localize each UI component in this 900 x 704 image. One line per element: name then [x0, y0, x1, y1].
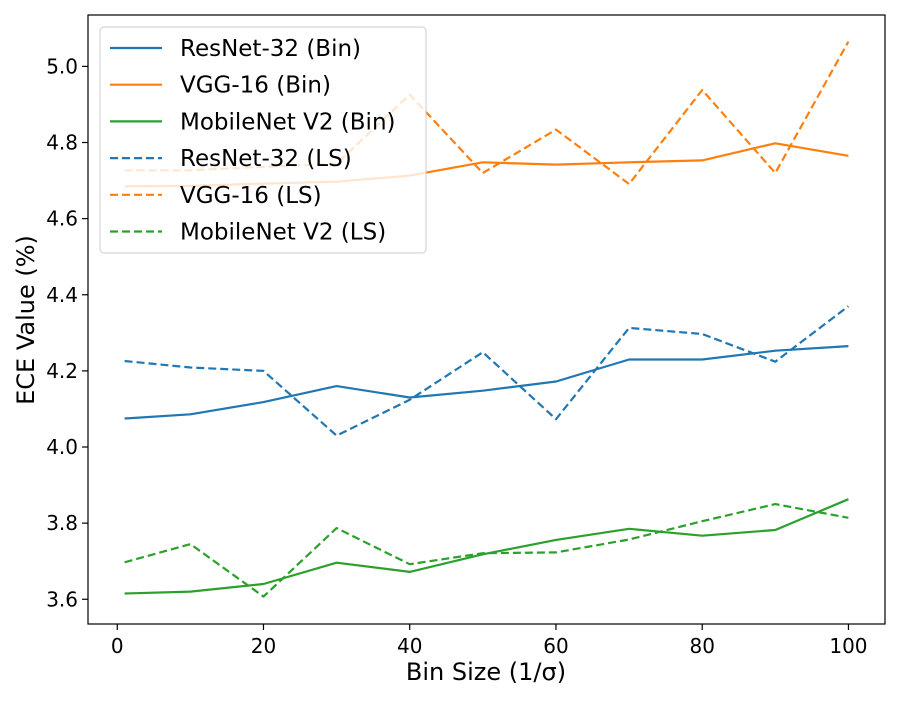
y-tick-label: 3.6: [46, 587, 78, 611]
y-tick-label: 4.6: [46, 207, 78, 231]
x-axis: 0 20 40 60 80 100: [111, 624, 868, 658]
series-line-0: [124, 345, 849, 420]
legend: ResNet-32 (Bin) VGG-16 (Bin) MobileNet V2 …: [99, 26, 427, 254]
y-tick-label: 4.2: [46, 359, 78, 383]
legend-label-3: ResNet-32 (LS): [180, 146, 352, 172]
legend-label-0: ResNet-32 (Bin): [180, 36, 361, 62]
y-axis: 3.6 3.8 4.0 4.2 4.4 4.6 4.8 5.0: [46, 54, 88, 611]
legend-label-1: VGG-16 (Bin): [180, 73, 331, 99]
x-tick-label: 0: [111, 634, 124, 658]
legend-label-2: MobileNet V2 (Bin): [180, 109, 396, 135]
series-line-5: [124, 503, 849, 598]
y-tick-label: 4.0: [46, 435, 78, 459]
legend-box: [99, 26, 427, 254]
y-tick-label: 3.8: [46, 511, 78, 535]
y-tick-label: 4.4: [46, 283, 78, 307]
y-axis-label: ECE Value (%): [12, 235, 40, 405]
legend-label-5: MobileNet V2 (LS): [180, 220, 386, 246]
x-tick-label: 40: [397, 634, 422, 658]
y-tick-label: 4.8: [46, 131, 78, 155]
x-tick-label: 80: [689, 634, 714, 658]
series-line-3: [124, 305, 850, 437]
x-tick-label: 20: [251, 634, 276, 658]
x-axis-label: Bin Size (1/σ): [406, 658, 566, 686]
legend-label-4: VGG-16 (LS): [180, 183, 322, 209]
y-tick-label: 5.0: [46, 54, 78, 78]
x-tick-label: 60: [543, 634, 568, 658]
x-tick-label: 100: [829, 634, 867, 658]
plot-frame: [87, 14, 886, 625]
